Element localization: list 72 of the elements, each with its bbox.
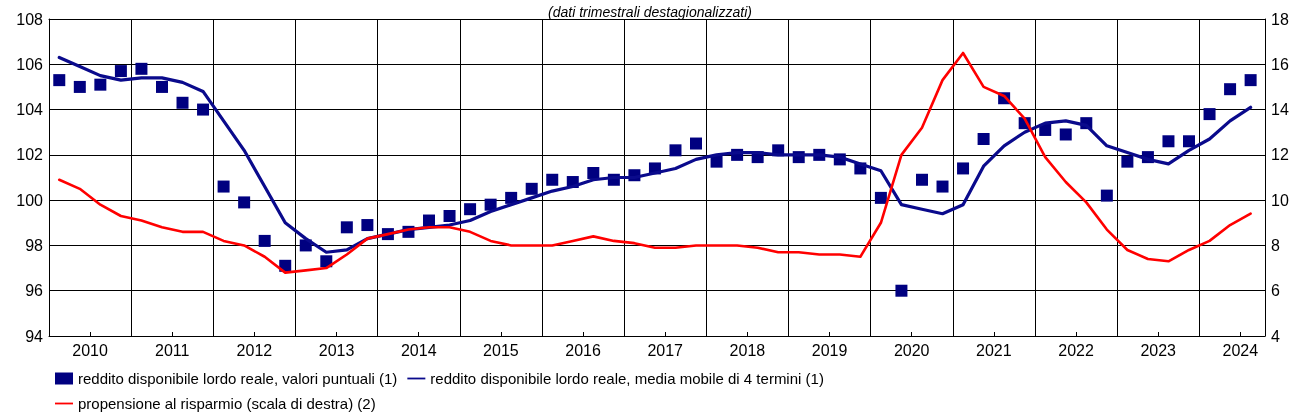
point (1121, 155, 1134, 168)
y-tick-label: 100 (16, 191, 44, 209)
point (936, 180, 949, 193)
x-tick-label: 2015 (483, 341, 519, 359)
y-tick-label: 96 (25, 282, 44, 300)
y2-tick-label: 8 (1271, 236, 1280, 254)
point (957, 162, 970, 175)
x-tick-label: 2013 (318, 341, 355, 359)
point (1203, 108, 1216, 121)
y-tick-label: 104 (16, 101, 44, 119)
y2-tick-label: 10 (1271, 191, 1289, 209)
point (1183, 135, 1195, 148)
y2-tick-label: 4 (1271, 327, 1280, 345)
point (197, 103, 210, 116)
point (443, 209, 456, 222)
y2-tick-label: 12 (1271, 146, 1289, 164)
point (1162, 135, 1175, 148)
point (135, 62, 148, 75)
point (1244, 74, 1257, 87)
x-tick-label: 2017 (647, 341, 684, 359)
point (73, 80, 86, 93)
point (53, 74, 66, 87)
y2-tick-label: 6 (1271, 282, 1280, 300)
point (320, 255, 333, 268)
point (874, 191, 887, 204)
x-tick-label: 2011 (155, 341, 190, 359)
point (155, 80, 168, 93)
point (258, 234, 271, 247)
chart-subtitle: (dati trimestrali destagionalizzati) (548, 4, 752, 20)
point (1100, 189, 1113, 202)
x-tick-label: 2022 (1058, 341, 1094, 359)
point (361, 219, 374, 232)
y-tick-label: 102 (16, 146, 44, 164)
point (114, 65, 127, 78)
y2-tick-label: 18 (1271, 10, 1289, 28)
point (340, 221, 353, 234)
point (464, 203, 477, 216)
x-tick-label: 2012 (236, 341, 273, 359)
y-tick-label: 106 (16, 55, 44, 73)
x-tick-label: 2023 (1140, 341, 1177, 359)
point (238, 196, 251, 209)
y2-tick-label: 16 (1271, 55, 1289, 73)
legend-label: propensione al risparmio (scala di destra) (2) (78, 395, 376, 412)
x-tick-label: 2014 (400, 341, 437, 359)
x-tick-label: 2019 (811, 341, 848, 359)
point (690, 137, 703, 150)
legend-label: reddito disponibile lordo reale, valori puntuali (1) (78, 370, 398, 387)
legend-label: reddito disponibile lordo reale, media mobile di 4 termini (1) (430, 370, 824, 387)
point (505, 191, 518, 204)
y2-tick-label: 14 (1271, 101, 1289, 119)
x-tick-label: 2020 (893, 341, 930, 359)
x-tick-label: 2018 (729, 341, 766, 359)
point (546, 173, 559, 186)
point (217, 180, 230, 193)
point (94, 78, 107, 91)
x-tick-label: 2021 (976, 341, 1012, 359)
y-tick-label: 108 (16, 10, 44, 28)
point (525, 182, 538, 195)
point (915, 173, 928, 186)
y-tick-label: 98 (25, 236, 44, 254)
point (1224, 83, 1237, 96)
point (176, 96, 189, 109)
point (895, 284, 908, 297)
x-tick-label: 2024 (1222, 341, 1259, 359)
point (977, 133, 990, 146)
point (587, 166, 600, 179)
x-tick-label: 2016 (565, 341, 601, 359)
y-tick-label: 94 (25, 327, 44, 345)
x-tick-label: 2010 (72, 341, 108, 359)
point (710, 155, 723, 168)
point (669, 144, 682, 157)
point (1059, 128, 1072, 141)
